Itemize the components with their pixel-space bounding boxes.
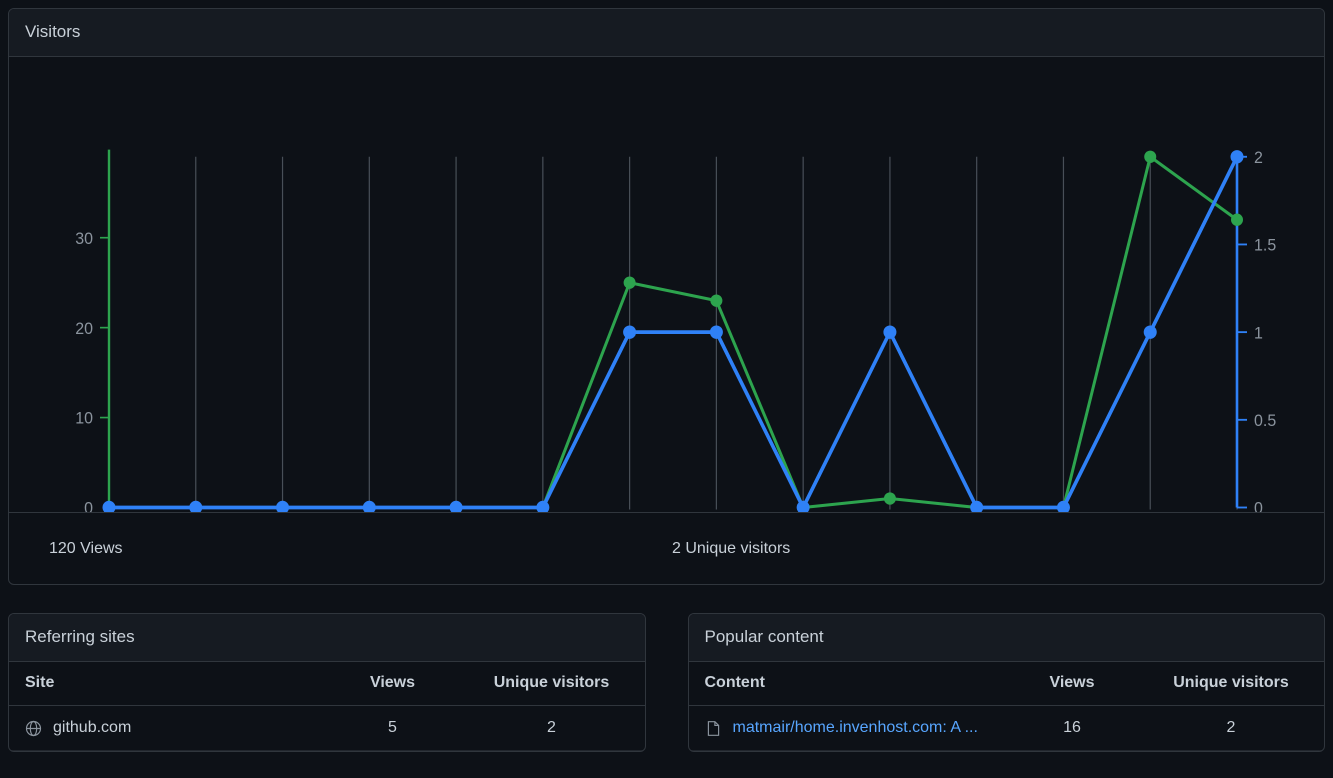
unique-visitors-value: 2 [1138, 705, 1324, 752]
globe-icon [25, 720, 42, 737]
views-value: 5 [326, 705, 459, 752]
unique-visitors-value: 2 [458, 705, 645, 752]
column-header-site: Site [9, 662, 327, 707]
svg-text:0: 0 [1254, 500, 1263, 512]
svg-text:2: 2 [1254, 149, 1263, 167]
table-row[interactable]: github.com 5 2 [9, 705, 645, 752]
popular-content-card: Popular content Content Views Unique vis… [687, 613, 1325, 753]
svg-text:1.5: 1.5 [1254, 237, 1276, 255]
column-header-views: Views [326, 662, 459, 707]
column-header-unique-visitors: Unique visitors [458, 662, 645, 707]
row-label-cell: matmair/home.invenhost.com: A ... [688, 705, 1006, 752]
visitors-card-title: Visitors [9, 9, 1324, 58]
popular-content-table: Content Views Unique visitors matmair/ho… [688, 662, 1324, 752]
views-value: 16 [1006, 705, 1138, 752]
svg-text:0: 0 [84, 500, 93, 512]
content-link[interactable]: matmair/home.invenhost.com: A ... [732, 719, 978, 737]
column-header-content: Content [688, 662, 1006, 707]
table-row[interactable]: matmair/home.invenhost.com: A ... 16 2 [688, 705, 1324, 752]
svg-text:10: 10 [75, 410, 93, 428]
svg-text:30: 30 [75, 230, 93, 248]
table-header-row: Content Views Unique visitors [688, 662, 1324, 707]
file-icon [705, 720, 722, 737]
chart-left-axis: 0 10 20 30 [75, 149, 111, 512]
unique-visitors-stat: 2 Unique visitors [672, 539, 791, 557]
site-name: github.com [53, 719, 132, 737]
referring-sites-table: Site Views Unique visitors github.com 5 2 [9, 662, 645, 752]
svg-text:20: 20 [75, 320, 93, 338]
referring-sites-title: Referring sites [9, 614, 645, 663]
table-header-row: Site Views Unique visitors [9, 662, 645, 707]
svg-text:0.5: 0.5 [1254, 412, 1276, 430]
visitors-chart-footer: 120 Views 2 Unique visitors [9, 512, 1324, 584]
chart-series [102, 150, 1244, 512]
column-header-views: Views [1006, 662, 1138, 707]
chart-right-axis: 0 0.5 1 1.5 2 [1235, 149, 1276, 512]
referring-sites-card: Referring sites Site Views Unique visito… [8, 613, 646, 753]
row-label-cell: github.com [9, 705, 327, 752]
popular-content-title: Popular content [688, 614, 1324, 663]
total-views-stat: 120 Views [49, 539, 123, 557]
column-header-unique-visitors: Unique visitors [1138, 662, 1324, 707]
bottom-cards-row: Referring sites Site Views Unique visito… [8, 613, 1325, 753]
svg-text:1: 1 [1254, 324, 1263, 342]
